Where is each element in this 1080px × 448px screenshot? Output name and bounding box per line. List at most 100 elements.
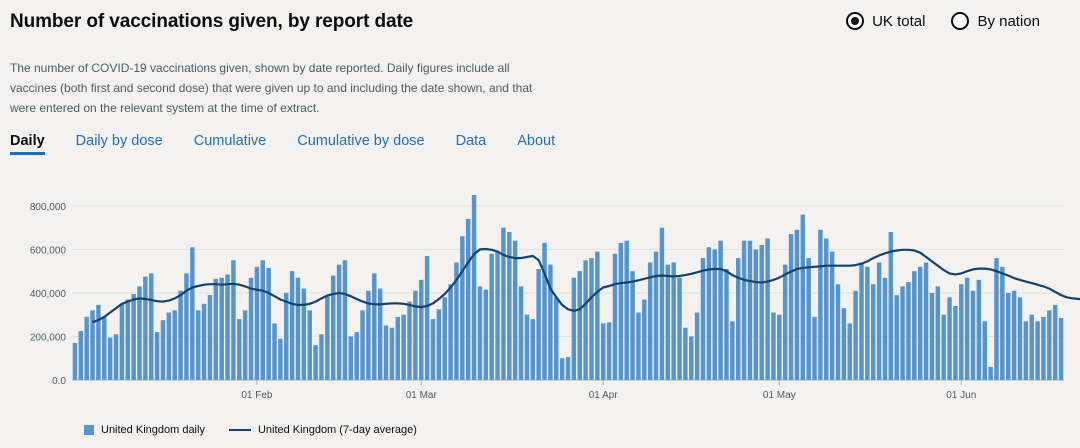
bar <box>917 266 923 380</box>
bar <box>724 269 729 380</box>
bar <box>859 262 864 380</box>
bar <box>712 249 717 380</box>
bar <box>1023 321 1029 380</box>
y-tick-label: 800,000 <box>30 202 67 213</box>
bar <box>577 271 582 380</box>
tab-daily-by-dose[interactable]: Daily by dose <box>75 133 163 149</box>
bar <box>272 323 277 380</box>
legend-item-average[interactable]: United Kingdom (7-day average) <box>228 424 417 436</box>
bar <box>642 299 647 380</box>
bar <box>959 284 964 380</box>
x-tick-label: 01 May <box>763 390 796 401</box>
tab-about[interactable]: About <box>517 133 556 149</box>
bar <box>1041 316 1046 380</box>
bar <box>624 240 629 380</box>
bar <box>342 260 348 380</box>
bar <box>319 334 324 380</box>
bar <box>718 240 723 380</box>
bar <box>231 260 236 380</box>
bar <box>1035 321 1040 380</box>
bar <box>818 229 823 380</box>
tab-data[interactable]: Data <box>455 133 487 149</box>
bar <box>871 284 876 380</box>
bar <box>354 332 359 380</box>
bar <box>1000 266 1005 380</box>
bar <box>653 251 659 380</box>
bar <box>149 273 154 380</box>
bar <box>207 295 213 380</box>
bar <box>119 303 125 380</box>
tab-cumulative[interactable]: Cumulative <box>193 133 267 149</box>
bar <box>184 273 189 380</box>
radio-by-nation[interactable]: By nation <box>951 12 1040 30</box>
bar <box>366 290 371 380</box>
bar <box>824 238 829 380</box>
bar-swatch-icon <box>84 425 94 435</box>
bar <box>536 269 541 380</box>
bar <box>730 321 735 380</box>
bar <box>618 242 624 380</box>
legend-item-daily[interactable]: United Kingdom daily <box>84 424 205 436</box>
bar <box>548 264 553 380</box>
bar <box>606 322 612 380</box>
bar <box>777 314 782 380</box>
bar <box>929 292 935 380</box>
bar <box>759 245 764 380</box>
bar <box>154 332 160 380</box>
legend-label-average: United Kingdom (7-day average) <box>257 424 417 436</box>
bar <box>448 284 453 380</box>
bar <box>589 258 594 380</box>
bar <box>424 255 430 380</box>
bar <box>659 227 665 380</box>
bar <box>436 309 442 380</box>
bar <box>501 227 506 380</box>
tab-daily[interactable]: Daily <box>10 133 45 155</box>
bar <box>530 319 536 380</box>
bar <box>941 314 946 380</box>
bar <box>947 297 952 380</box>
bar <box>471 195 477 380</box>
bar <box>964 277 970 380</box>
radio-label: By nation <box>977 12 1040 30</box>
tab-cumulative-by-dose[interactable]: Cumulative by dose <box>297 133 425 149</box>
bar <box>389 327 395 380</box>
tab-bar: Daily Daily by dose Cumulative Cumulativ… <box>10 133 555 155</box>
bar <box>753 249 759 380</box>
bar <box>976 279 982 380</box>
bar <box>325 296 330 380</box>
radio-selected-icon[interactable] <box>846 12 865 30</box>
bar <box>178 290 183 380</box>
bar <box>953 306 958 380</box>
bar <box>612 253 618 380</box>
bar <box>647 262 653 380</box>
radio-unselected-icon[interactable] <box>951 12 970 30</box>
radio-uk-total[interactable]: UK total <box>846 12 925 30</box>
bar <box>894 295 899 380</box>
bar <box>507 232 512 380</box>
bar <box>166 312 172 380</box>
bar <box>72 343 78 380</box>
bar <box>289 271 295 380</box>
x-tick-label: 01 Mar <box>406 390 438 401</box>
bar <box>630 271 635 380</box>
y-tick-label: 200,000 <box>30 332 67 343</box>
bar <box>113 334 119 380</box>
bar <box>295 277 301 380</box>
bar <box>794 229 800 380</box>
bar <box>1017 297 1023 380</box>
bar <box>694 312 700 380</box>
bar <box>401 314 406 380</box>
bar <box>741 240 747 380</box>
bar <box>336 264 342 380</box>
page-title: Number of vaccinations given, by report … <box>10 11 414 32</box>
bar <box>383 325 389 380</box>
bar <box>988 366 993 380</box>
bar <box>125 299 130 380</box>
radio-label: UK total <box>872 12 926 30</box>
bar <box>131 294 136 380</box>
bar <box>278 338 283 380</box>
bar <box>812 316 817 380</box>
bar <box>876 262 882 380</box>
x-tick-label: 01 Apr <box>589 390 619 401</box>
bar <box>706 247 712 380</box>
